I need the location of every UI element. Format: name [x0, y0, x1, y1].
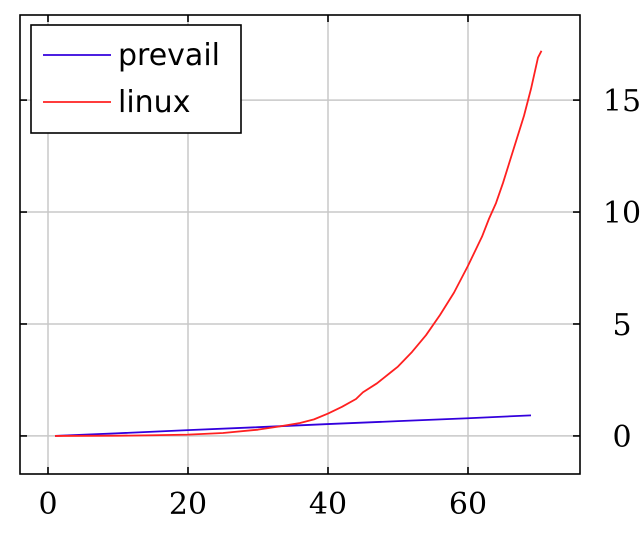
x-tick-label: 20 [169, 487, 207, 522]
legend-box [30, 24, 242, 134]
y-tick-label: 5 [612, 308, 631, 343]
x-tick-label: 60 [449, 487, 487, 522]
tick-labels: 0 20 40 60 0 5 10 15 [38, 84, 641, 522]
y-tick-label: 10 [603, 196, 641, 231]
series-lines [54, 50, 543, 437]
plot-frame [19, 14, 581, 475]
legend-label-linux: linux [118, 85, 190, 120]
y-tick-label: 0 [612, 420, 631, 455]
series-line-linux [54, 50, 543, 437]
series-line-prevail [54, 414, 532, 437]
y-tick-label: 15 [603, 84, 641, 119]
x-tick-label: 0 [38, 487, 57, 522]
legend-label-prevail: prevail [118, 38, 220, 73]
tick-marks [20, 15, 580, 474]
x-tick-label: 40 [309, 487, 347, 522]
legend: prevail linux [30, 24, 242, 134]
